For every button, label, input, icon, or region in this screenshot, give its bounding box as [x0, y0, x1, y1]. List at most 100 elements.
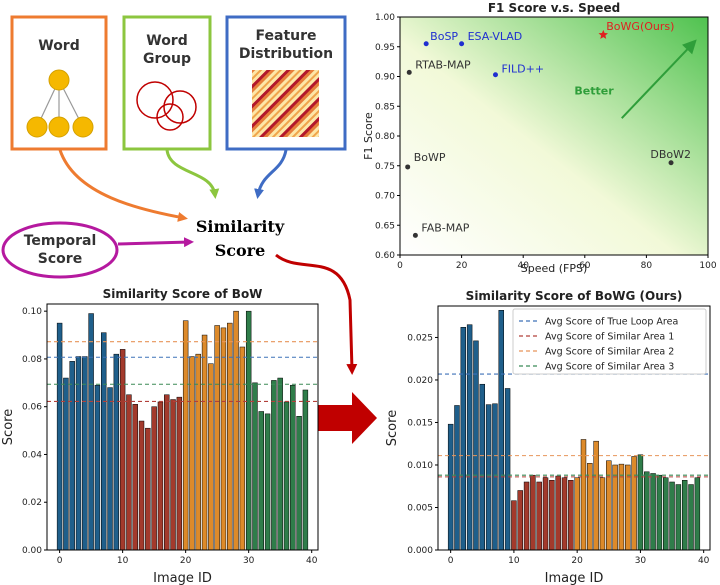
word-arrow [58, 149, 188, 222]
bar [239, 346, 246, 551]
bar [63, 377, 69, 551]
word-group-box: Word Group [122, 15, 212, 151]
bar [530, 474, 536, 551]
bar [283, 401, 290, 551]
bar-x-tick-label: 0 [57, 556, 63, 566]
scatter-point [423, 41, 429, 47]
temporal-arrow [117, 237, 194, 248]
bar-y-tick-label: 0.04 [22, 450, 42, 460]
bar [454, 405, 460, 551]
bar-x-tick-label: 10 [117, 556, 129, 566]
scatter-x-tick-label: 60 [579, 261, 591, 271]
temporal-title-line1: Temporal [24, 233, 97, 249]
bar [214, 325, 220, 551]
bar-x-tick-label: 30 [635, 556, 647, 566]
bar [157, 401, 164, 551]
bar [164, 394, 170, 551]
bar [479, 383, 485, 551]
bar [681, 480, 688, 551]
better-label: Better [574, 84, 614, 97]
scatter-point-label: BoSP [430, 30, 458, 43]
bar-x-tick-label: 20 [571, 556, 583, 566]
legend-label: Avg Score of True Loop Area [545, 317, 678, 328]
scatter-y-tick-label: 0.85 [375, 102, 395, 112]
bar [264, 413, 271, 551]
bar [201, 334, 208, 551]
feature-distribution-box: Feature Distribution [225, 15, 347, 151]
bar-chart-frame [46, 303, 319, 551]
scatter-x-tick-label: 40 [517, 261, 529, 271]
feature-distribution-image [252, 70, 319, 137]
scatter-y-tick-label: 0.90 [375, 73, 395, 83]
scatter-x-axis-label: Speed (FPS) [521, 262, 588, 275]
bar [69, 361, 75, 551]
bar [656, 474, 663, 551]
word-group-circles-icon [136, 81, 197, 131]
bar [277, 377, 283, 551]
similarity-score-line1: Similarity [196, 217, 285, 236]
scatter-point [406, 69, 412, 75]
bar [138, 420, 145, 551]
feature-title-line2: Distribution [239, 46, 333, 62]
scatter-point-star [598, 29, 608, 39]
scatter-point-label: RTAB-MAP [415, 58, 471, 71]
bar-y-tick-label: 0.020 [407, 376, 433, 386]
bar [107, 387, 113, 551]
bar [637, 454, 644, 551]
bar [631, 456, 637, 551]
bar [650, 473, 656, 551]
scatter-y-tick-label: 0.70 [375, 192, 395, 202]
scatter-point-label: DBoW2 [650, 148, 691, 161]
bar-x-tick-label: 30 [243, 556, 255, 566]
bar [302, 389, 309, 551]
bar [94, 384, 101, 551]
bar-x-axis-label: Image ID [153, 571, 212, 585]
legend-label: Avg Score of Similar Area 3 [545, 362, 674, 373]
bar [82, 356, 88, 551]
bar [245, 310, 252, 551]
word-group-title-line1: Word [146, 33, 188, 49]
bar [536, 481, 542, 551]
f1-speed-scatter-chart: F1 Score v.s. Speed 0 20 40 60 80 100 0.60 0.65 0… [362, 1, 717, 275]
temporal-title-line2: Score [38, 251, 82, 267]
scatter-point-label: FILD++ [501, 63, 544, 76]
bar [126, 394, 132, 551]
bow-similarity-bar-chart: Similarity Score of BoW 0 10 20 30 40 0.00 0.02… [1, 287, 319, 585]
bar [88, 313, 94, 551]
scatter-point [405, 164, 411, 170]
bar-y-axis-label: Score [1, 409, 16, 445]
scatter-point-label: BoWG(Ours) [606, 20, 674, 33]
bar [220, 327, 227, 551]
bar [132, 404, 138, 551]
scatter-y-tick-label: 0.65 [375, 221, 395, 231]
bar [663, 477, 669, 551]
bar-chart-frame [437, 305, 711, 551]
bar [542, 477, 549, 551]
scatter-y-tick-label: 0.60 [375, 251, 395, 261]
similarity-to-bowg-arrow [275, 253, 358, 375]
bar [606, 460, 612, 551]
bar [625, 464, 631, 551]
scatter-y-tick-label: 0.95 [375, 43, 395, 53]
bar [555, 475, 561, 551]
scatter-point-label: FAB-MAP [421, 221, 469, 234]
bar-chart-legend-box [512, 308, 707, 375]
word-tree-icon [26, 69, 94, 138]
bar [208, 363, 214, 551]
bar-chart-title: Similarity Score of BoW [103, 287, 263, 301]
bar-y-tick-label: 0.010 [407, 461, 433, 471]
bar [176, 396, 183, 551]
scatter-x-tick-label: 20 [456, 261, 468, 271]
bar [473, 340, 479, 551]
word-group-title-line2: Group [143, 51, 191, 67]
bar [561, 477, 568, 551]
bar [504, 388, 511, 551]
bar [252, 382, 258, 551]
big-red-arrow [318, 392, 377, 444]
bar [644, 471, 650, 551]
scatter-point-label: BoWP [414, 151, 446, 164]
bar [523, 481, 530, 551]
scatter-point [668, 160, 674, 166]
legend-label: Avg Score of Similar Area 1 [545, 332, 674, 343]
scatter-point [492, 72, 498, 78]
